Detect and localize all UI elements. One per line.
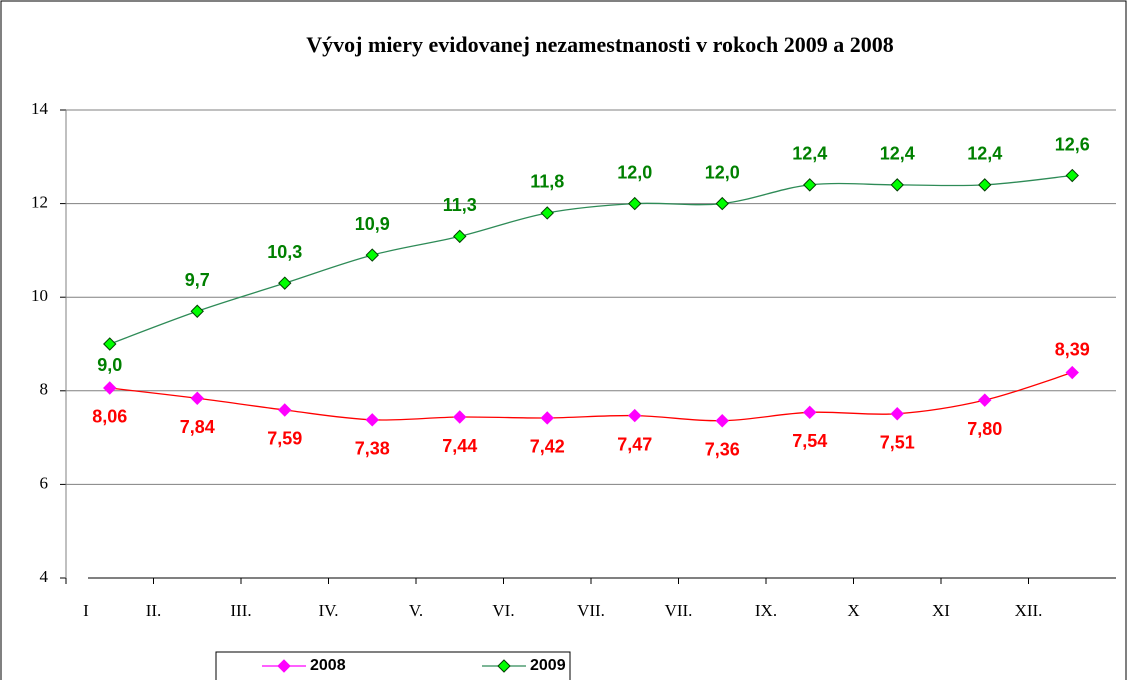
marker	[365, 248, 379, 262]
marker	[103, 381, 117, 395]
marker	[453, 410, 467, 424]
data-label: 9,0	[97, 355, 122, 375]
legend-marker	[497, 659, 511, 673]
marker	[190, 304, 204, 318]
y-tick-label: 6	[40, 473, 49, 492]
x-tick-label: X	[847, 601, 859, 620]
marker	[978, 393, 992, 407]
marker	[978, 178, 992, 192]
legend-label: 2008	[310, 657, 346, 674]
x-tick-label: II.	[146, 601, 162, 620]
marker	[103, 337, 117, 351]
data-label: 7,42	[530, 437, 565, 457]
data-label: 7,44	[442, 436, 477, 456]
marker	[1065, 365, 1079, 380]
series-line	[109, 371, 1073, 422]
data-label: 10,3	[267, 242, 302, 262]
data-label: 8,06	[92, 407, 127, 427]
x-tick-label: IX.	[755, 601, 777, 620]
marker	[715, 196, 729, 211]
x-tick-label: XI	[932, 601, 950, 620]
data-label: 7,51	[880, 432, 915, 452]
marker	[890, 407, 904, 421]
data-label: 9,7	[185, 270, 210, 290]
x-tick-label: VII.	[577, 601, 605, 620]
data-label: 11,3	[443, 195, 477, 215]
data-label: 7,47	[617, 434, 652, 454]
marker	[890, 178, 904, 192]
x-tick-label: IV.	[319, 601, 339, 620]
marker	[803, 405, 817, 420]
data-label: 7,84	[180, 417, 215, 437]
data-label: 7,36	[705, 440, 740, 460]
data-label: 12,6	[1055, 134, 1090, 154]
chart-title: Vývoj miery evidovanej nezamestnanosti v…	[306, 32, 893, 57]
x-tick-label: V.	[409, 601, 423, 620]
data-label: 7,38	[355, 439, 390, 459]
marker	[278, 403, 292, 417]
data-label: 12,4	[967, 144, 1002, 164]
marker	[1065, 168, 1079, 183]
data-label: 11,8	[530, 172, 564, 192]
marker	[190, 391, 204, 405]
x-tick-label: XII.	[1015, 601, 1043, 620]
marker	[803, 178, 817, 192]
legend-marker	[277, 659, 291, 673]
series-line	[109, 174, 1073, 345]
marker	[365, 413, 379, 427]
data-label: 7,54	[792, 431, 827, 451]
data-label: 12,4	[792, 144, 827, 164]
marker	[540, 411, 554, 425]
data-label: 7,59	[267, 429, 302, 449]
y-tick-label: 10	[31, 286, 48, 305]
y-tick-label: 4	[40, 567, 49, 586]
marker	[715, 414, 729, 428]
y-tick-label: 12	[31, 193, 48, 212]
marker	[628, 196, 642, 211]
y-tick-label: 14	[31, 99, 49, 118]
marker	[278, 276, 292, 290]
marker	[628, 408, 642, 423]
data-label: 7,80	[967, 419, 1002, 439]
y-tick-label: 8	[40, 380, 49, 399]
legend-label: 2009	[530, 657, 566, 674]
x-tick-label: VI.	[492, 601, 514, 620]
data-label: 12,0	[705, 162, 740, 182]
data-label: 10,9	[355, 214, 390, 234]
data-label: 12,0	[617, 162, 652, 182]
data-label: 12,4	[880, 144, 915, 164]
x-tick-label: VII.	[665, 601, 693, 620]
x-tick-label: III.	[230, 601, 251, 620]
x-tick-label: I	[83, 601, 89, 620]
marker	[540, 206, 554, 220]
data-label: 8,39	[1055, 339, 1090, 359]
marker	[453, 229, 467, 244]
